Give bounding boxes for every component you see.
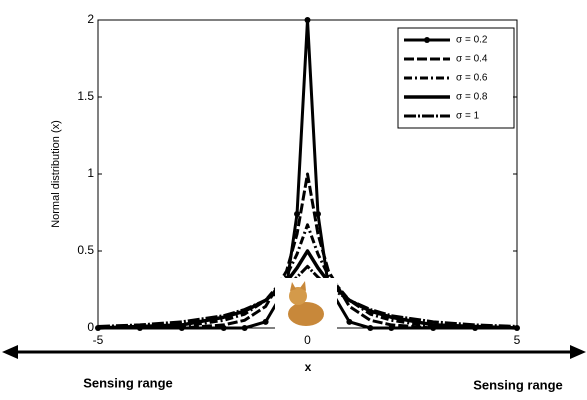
y-tick-label: 0 xyxy=(87,320,94,334)
annotation: Sensing range xyxy=(83,375,173,390)
marker xyxy=(314,211,321,218)
x-tick-label: 5 xyxy=(514,333,521,347)
series-line xyxy=(97,264,518,328)
marker xyxy=(294,211,301,218)
x-axis-label: x xyxy=(305,360,312,374)
marker xyxy=(262,318,269,325)
x-tick-label: 0 xyxy=(304,333,311,347)
y-tick-label: 1 xyxy=(87,166,94,180)
cat-ear xyxy=(300,281,306,291)
legend-label: σ = 0.4 xyxy=(456,54,488,65)
y-tick-label: 2 xyxy=(87,12,94,26)
legend-label: σ = 0.8 xyxy=(456,92,488,103)
legend-label: σ = 0.6 xyxy=(456,73,488,84)
legend-marker xyxy=(424,37,430,43)
legend-label: σ = 0.2 xyxy=(456,35,488,46)
y-tick-label: 1.5 xyxy=(77,89,94,103)
annotation: Sensing range xyxy=(473,377,563,392)
arrow-head xyxy=(2,345,18,359)
cat-body xyxy=(288,302,324,326)
y-axis-label: Normal distribution (x) xyxy=(50,120,62,228)
marker xyxy=(241,325,248,331)
legend-box xyxy=(397,27,515,129)
series-line xyxy=(98,172,517,330)
cat-icon xyxy=(275,278,337,330)
legend-label: σ = 1 xyxy=(456,111,480,122)
marker xyxy=(304,17,311,23)
series-line xyxy=(98,223,517,330)
arrow-head xyxy=(570,345,586,359)
y-tick-label: 0.5 xyxy=(77,243,94,257)
cat-ear xyxy=(290,282,296,291)
cat-head xyxy=(289,287,307,305)
marker xyxy=(346,318,353,325)
x-tick-label: -5 xyxy=(93,333,104,347)
marker xyxy=(367,325,374,331)
series-line xyxy=(97,249,518,330)
